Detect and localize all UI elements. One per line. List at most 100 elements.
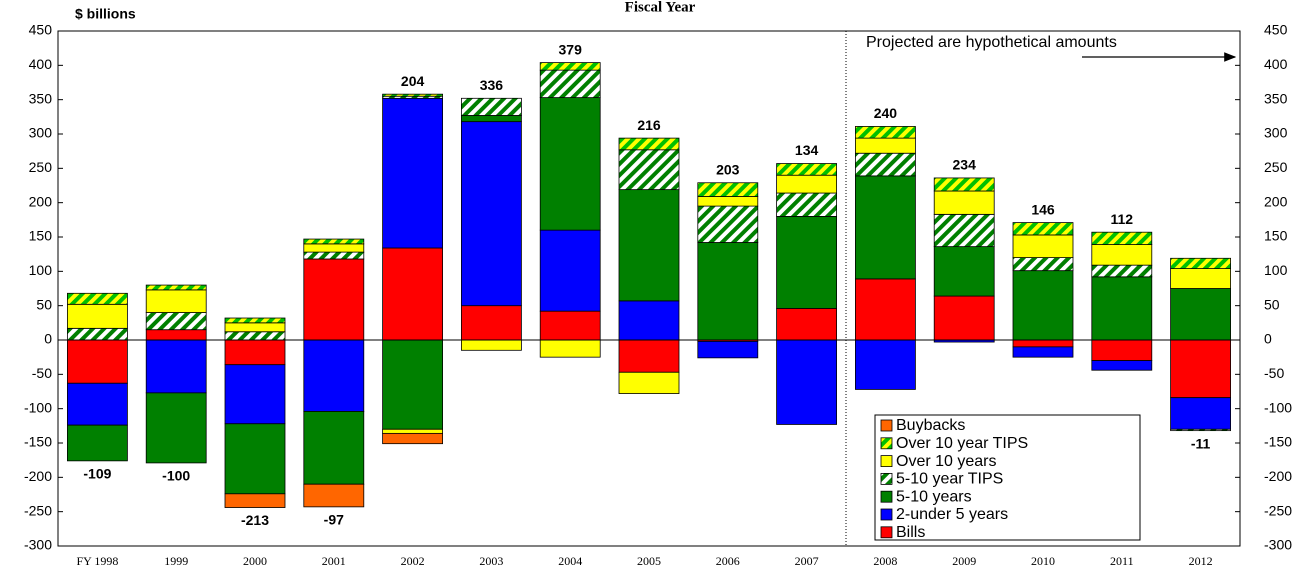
bar-segment xyxy=(933,190,995,215)
bar-segment xyxy=(382,93,444,97)
bar-segment xyxy=(1012,339,1074,348)
plot-frame xyxy=(57,30,1241,547)
bar-segment xyxy=(460,121,522,307)
bar-segment xyxy=(67,339,128,384)
bar-segment xyxy=(776,215,837,309)
legend-label: Bills xyxy=(896,524,925,541)
y-tick-label: 300 xyxy=(29,125,53,141)
x-tick-label: FY 1998 xyxy=(76,554,118,568)
chart-title: Fiscal Year xyxy=(625,0,696,15)
bar-segment xyxy=(855,152,916,177)
bar-segment xyxy=(67,382,128,426)
bar-segment xyxy=(1012,270,1074,341)
y-tick-label: 200 xyxy=(29,193,53,209)
bar-segment xyxy=(382,339,444,430)
x-tick-label: 2006 xyxy=(716,554,740,568)
bar-segment xyxy=(145,312,207,331)
bar-segment xyxy=(1091,339,1153,362)
legend-swatch xyxy=(880,455,893,468)
bar-segment xyxy=(1170,268,1231,289)
bar-segment xyxy=(618,137,680,151)
bar-segment xyxy=(1012,234,1074,259)
bar-segment xyxy=(697,242,759,341)
bar-segment xyxy=(933,177,995,192)
bar-segment xyxy=(145,329,207,341)
legend-label: 5-10 year TIPS xyxy=(896,471,1003,488)
bar-segment xyxy=(67,292,128,305)
y2-tick-label: 200 xyxy=(1264,193,1288,209)
y-tick-label: -200 xyxy=(24,468,52,484)
legend-label: 2-under 5 years xyxy=(896,506,1008,523)
y2-tick-label: 0 xyxy=(1264,331,1272,347)
legend-label: 5-10 years xyxy=(896,488,972,505)
bar-segment xyxy=(145,392,207,464)
bar-segment xyxy=(539,229,601,312)
y-axis-label: $ billions xyxy=(75,6,136,22)
bar-segment xyxy=(1091,264,1153,278)
y-tick-label: -300 xyxy=(24,537,52,553)
bar-segment xyxy=(776,339,837,425)
bar-segment xyxy=(618,339,680,373)
bar-segment xyxy=(697,205,759,243)
legend-swatch xyxy=(880,490,893,503)
bar-segment xyxy=(224,423,286,495)
bar-segment xyxy=(145,339,207,394)
x-tick-label: 1999 xyxy=(164,554,188,568)
bar-segment xyxy=(67,424,128,462)
y-tick-label: 450 xyxy=(29,22,53,38)
bar-segment xyxy=(697,182,759,197)
y2-tick-label: -150 xyxy=(1264,434,1292,450)
bar-segment xyxy=(303,238,365,245)
legend-label: Over 10 years xyxy=(896,453,996,470)
x-tick-label: 2011 xyxy=(1110,554,1134,568)
total-label: -11 xyxy=(1191,435,1211,451)
x-tick-label: 2003 xyxy=(479,554,503,568)
bar-segment xyxy=(382,428,444,434)
bar-segment xyxy=(618,189,680,302)
legend-label: Buybacks xyxy=(896,417,965,434)
y2-tick-label: 400 xyxy=(1264,56,1288,72)
bar-segment xyxy=(618,371,680,394)
y2-tick-label: -250 xyxy=(1264,502,1292,518)
bar-segment xyxy=(933,213,995,248)
y-tick-label: -150 xyxy=(24,434,52,450)
bar-segment xyxy=(697,340,759,359)
bar-segment xyxy=(539,97,601,231)
bar-segment xyxy=(303,258,365,341)
x-tick-label: 2007 xyxy=(795,554,819,568)
bar-segment xyxy=(1091,244,1153,266)
bar-segment xyxy=(1170,257,1231,269)
x-tick-label: 2008 xyxy=(873,554,897,568)
bar-segment xyxy=(1170,288,1231,341)
legend-swatch xyxy=(880,419,893,432)
bar-segment xyxy=(855,278,916,341)
total-label: 216 xyxy=(637,117,661,133)
legend-swatch xyxy=(880,472,893,485)
y2-tick-label: 450 xyxy=(1264,22,1288,38)
bar-segment xyxy=(1170,339,1231,399)
bar-segment xyxy=(303,339,365,412)
bar-segment xyxy=(618,300,680,341)
bar-segment xyxy=(618,149,680,191)
bar-segment xyxy=(1012,257,1074,272)
legend-label: Over 10 year TIPS xyxy=(896,435,1028,452)
bar-segment xyxy=(460,305,522,341)
bar-segment xyxy=(933,246,995,297)
bar-segment xyxy=(697,196,759,207)
bar-segment xyxy=(1170,428,1231,432)
y2-tick-label: 50 xyxy=(1264,296,1280,312)
total-label: 204 xyxy=(401,73,425,89)
bar-segment xyxy=(224,317,286,324)
y2-tick-label: -300 xyxy=(1264,537,1292,553)
legend-swatch xyxy=(880,437,893,450)
bar-segment xyxy=(855,339,916,390)
bar-segment xyxy=(382,247,444,341)
bar-segment xyxy=(539,310,601,341)
total-label: 134 xyxy=(795,142,819,158)
y2-tick-label: 350 xyxy=(1264,90,1288,106)
total-label: -100 xyxy=(162,468,190,484)
y2-tick-label: -50 xyxy=(1264,365,1284,381)
x-tick-label: 2000 xyxy=(243,554,267,568)
bar-segment xyxy=(145,284,207,291)
x-tick-label: 2004 xyxy=(558,554,582,568)
